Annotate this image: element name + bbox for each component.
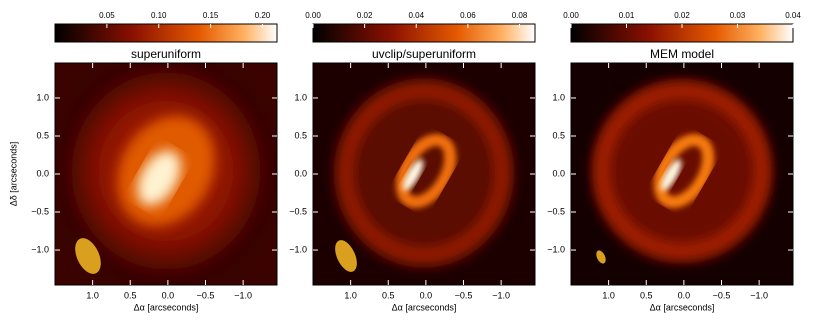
x-tick-label: −1.0: [750, 290, 768, 300]
colorbar-tick-label: 0.04: [408, 11, 424, 20]
outer-ring: [339, 84, 509, 262]
x-tick-label: 0.5: [124, 290, 137, 300]
y-tick-label: −0.5: [31, 206, 49, 216]
x-tick-label: 0.5: [382, 290, 395, 300]
panel-title: uvclip/superuniform: [372, 47, 476, 61]
emission: [660, 159, 682, 191]
emission: [137, 150, 181, 206]
x-axis-label: Δα [arcseconds]: [650, 302, 715, 312]
y-tick-label: 0.5: [36, 130, 49, 140]
y-tick-label: 1.0: [552, 92, 565, 102]
beam: [596, 250, 606, 264]
colorbar-tick-label: 0.15: [203, 11, 219, 20]
x-tick-label: −0.5: [197, 290, 215, 300]
colorbar-tick-label: 0.01: [619, 11, 635, 20]
beam: [335, 240, 357, 272]
image: [55, 63, 277, 285]
y-tick-label: 0.0: [552, 168, 565, 178]
y-tick-label: −0.5: [289, 206, 307, 216]
y-axis-label: Δδ [arcseconds]: [8, 142, 18, 207]
colorbar-tick-label: 0.05: [99, 11, 115, 20]
x-axis-label: Δα [arcseconds]: [392, 302, 457, 312]
y-tick-label: 0.0: [294, 168, 307, 178]
colorbar-tick-label: 0.04: [785, 11, 801, 20]
x-tick-label: 1.0: [344, 290, 357, 300]
y-tick-label: 0.5: [294, 130, 307, 140]
x-tick-label: 1.0: [86, 290, 99, 300]
colorbar-tick-label: 0.20: [255, 11, 271, 20]
x-tick-label: 1.0: [602, 290, 615, 300]
y-tick-label: 1.0: [36, 92, 49, 102]
y-tick-label: −1.0: [289, 244, 307, 254]
y-tick-label: −1.0: [31, 244, 49, 254]
emission: [402, 159, 424, 191]
x-tick-label: −0.5: [713, 290, 731, 300]
panel-title: MEM model: [650, 47, 714, 61]
colorbar-tick-label: 0.02: [674, 11, 690, 20]
colorbar-tick-label: 0.00: [305, 11, 321, 20]
colorbar-tick-label: 0.02: [357, 11, 373, 20]
image: [313, 63, 535, 285]
colorbar-tick-label: 0.06: [460, 11, 476, 20]
emission: [334, 78, 514, 268]
x-axis-label: Δα [arcseconds]: [134, 302, 199, 312]
colorbar-tick-label: 0.08: [512, 11, 528, 20]
x-tick-label: −1.0: [492, 290, 510, 300]
y-tick-label: −0.5: [547, 206, 565, 216]
y-tick-label: −1.0: [547, 244, 565, 254]
colorbar: [54, 23, 278, 43]
inner-ring: [653, 133, 715, 209]
outer-ring: [595, 84, 769, 258]
image: [571, 63, 793, 285]
x-tick-label: 0.5: [640, 290, 653, 300]
x-tick-label: 0.0: [678, 290, 691, 300]
beam: [75, 238, 101, 274]
colorbar-tick-label: 0.00: [563, 11, 579, 20]
x-tick-label: 0.0: [420, 290, 433, 300]
colorbar: [312, 23, 536, 43]
colorbar-tick-label: 0.03: [730, 11, 746, 20]
panel-title: superuniform: [131, 47, 201, 61]
x-tick-label: −0.5: [455, 290, 473, 300]
emission: [592, 79, 772, 263]
y-tick-label: 0.5: [552, 130, 565, 140]
colorbar-tick-label: 0.10: [151, 11, 167, 20]
x-tick-label: −1.0: [234, 290, 252, 300]
y-tick-label: 0.0: [36, 168, 49, 178]
x-tick-label: 0.0: [162, 290, 175, 300]
inner-ring: [395, 133, 457, 209]
y-tick-label: 1.0: [294, 92, 307, 102]
